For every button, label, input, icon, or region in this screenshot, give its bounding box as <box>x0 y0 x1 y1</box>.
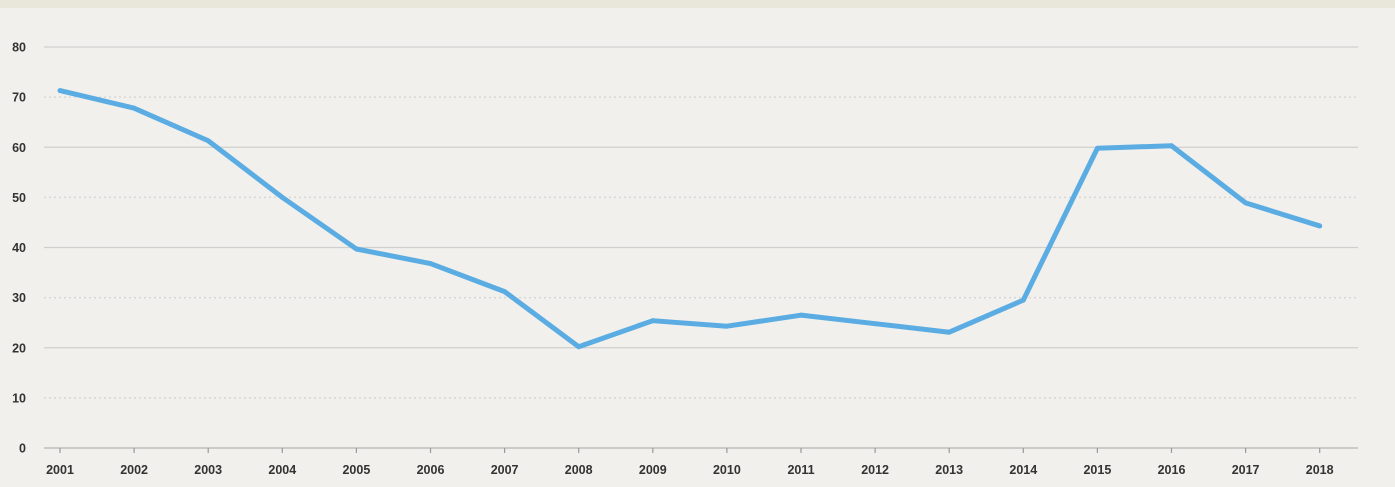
data-point-2017 <box>1243 200 1248 206</box>
series-line <box>57 88 1323 350</box>
y-tick-label: 0 <box>19 442 26 456</box>
data-point-2015 <box>1095 145 1100 151</box>
y-tick-label: 30 <box>12 291 26 305</box>
data-point-2013 <box>946 329 952 335</box>
data-point-2002 <box>131 105 137 111</box>
data-point-2018 <box>1317 223 1323 229</box>
data-point-2001 <box>57 88 63 94</box>
data-point-2006 <box>428 261 433 266</box>
x-tick-label: 2005 <box>342 463 370 477</box>
y-tick-label: 50 <box>12 191 26 205</box>
x-tick-label: 2007 <box>491 463 519 477</box>
data-point-2012 <box>872 321 878 327</box>
x-tick-label: 2017 <box>1232 463 1260 477</box>
data-point-2004 <box>279 194 285 200</box>
data-point-2010 <box>724 323 730 329</box>
x-tick-label: 2016 <box>1158 463 1186 477</box>
top-band <box>0 0 1395 8</box>
x-axis-ticks: 2001 2002 2003 2004 2005 2006 2007 2008 2009 2010… <box>46 448 1334 477</box>
x-tick-label: 2004 <box>268 463 296 477</box>
y-tick-label: 10 <box>12 391 26 405</box>
x-tick-label: 2018 <box>1306 463 1334 477</box>
x-tick-label: 2008 <box>565 463 593 477</box>
x-tick-label: 2012 <box>861 463 889 477</box>
x-tick-label: 2001 <box>46 463 74 477</box>
data-point-2009 <box>650 318 656 324</box>
y-tick-label: 40 <box>12 241 26 255</box>
series-layer <box>57 88 1323 350</box>
data-point-2005 <box>354 246 359 252</box>
y-tick-label: 20 <box>12 341 26 355</box>
x-tick-label: 2014 <box>1009 463 1037 477</box>
x-tick-label: 2015 <box>1083 463 1111 477</box>
data-point-2011 <box>798 312 804 318</box>
data-point-2007 <box>502 289 507 295</box>
grid-lines <box>44 46 1358 449</box>
y-axis-ticks: 0 10 20 30 40 50 60 70 80 <box>12 41 26 456</box>
data-point-2008 <box>576 344 582 350</box>
data-point-2014 <box>1020 297 1026 303</box>
y-tick-label: 70 <box>12 91 26 105</box>
y-tick-label: 80 <box>12 41 26 55</box>
x-tick-label: 2002 <box>120 463 148 477</box>
data-point-2016 <box>1169 143 1174 149</box>
y-tick-label: 60 <box>12 141 26 155</box>
x-tick-label: 2009 <box>639 463 667 477</box>
x-tick-label: 2003 <box>194 463 222 477</box>
x-tick-label: 2011 <box>787 463 814 477</box>
x-tick-label: 2006 <box>417 463 445 477</box>
data-point-2003 <box>205 138 211 144</box>
x-tick-label: 2010 <box>713 463 741 477</box>
x-tick-label: 2013 <box>935 463 963 477</box>
